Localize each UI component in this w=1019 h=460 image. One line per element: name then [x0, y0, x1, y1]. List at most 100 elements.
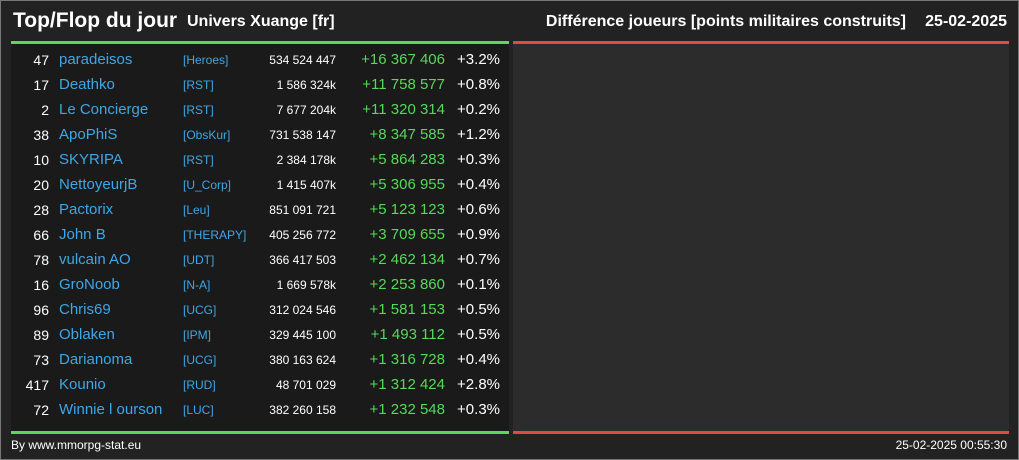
alliance-tag-link[interactable]: [LUC] [183, 403, 214, 417]
table-row: 417 Kounio [RUD] 48 701 029 +1 312 424 +2.8% [11, 373, 509, 398]
points-delta: +1 232 548 [369, 401, 446, 418]
table-row: 10 SKYRIPA [RST] 2 384 178k +5 864 283 +0.3% [11, 148, 509, 173]
alliance-tag-link[interactable]: [RST] [183, 103, 214, 117]
percent-change: +0.7% [457, 251, 500, 268]
player-points: 1 415 407k [276, 178, 336, 192]
player-name-link[interactable]: paradeisos [59, 51, 133, 68]
alliance-tag-link[interactable]: [U_Corp] [183, 178, 232, 192]
player-points: 2 384 178k [276, 153, 336, 167]
points-delta: +5 123 123 [369, 201, 446, 218]
metric-label: Différence joueurs [points militaires co… [545, 13, 906, 30]
table-row: 2 Le Concierge [RST] 7 677 204k +11 320 314 +… [11, 98, 509, 123]
alliance-tag-link[interactable]: [THERAPY] [183, 228, 247, 242]
alliance-tag-link[interactable]: [UCG] [183, 303, 217, 317]
percent-change: +0.3% [457, 151, 500, 168]
top-divider-green [11, 41, 509, 44]
top-list: 47 paradeisos [Heroes] 534 524 447 +16 367 4… [11, 44, 509, 431]
points-delta: +1 581 153 [369, 301, 446, 318]
percent-change: +1.2% [457, 126, 500, 143]
player-name-link[interactable]: vulcain AO [59, 251, 131, 268]
player-name-link[interactable]: Le Concierge [59, 101, 149, 118]
points-delta: +5 864 283 [369, 151, 446, 168]
percent-change: +0.6% [457, 201, 500, 218]
player-rank: 78 [33, 252, 49, 268]
alliance-tag-link[interactable]: [ObsKur] [183, 128, 231, 142]
player-name-link[interactable]: John B [59, 226, 106, 243]
player-name-link[interactable]: Deathko [59, 76, 115, 93]
points-delta: +2 253 860 [369, 276, 446, 293]
table-row: 66 John B [THERAPY] 405 256 772 +3 709 655 +0… [11, 223, 509, 248]
alliance-tag-link[interactable]: [UDT] [183, 253, 215, 267]
points-delta: +2 462 134 [369, 251, 446, 268]
points-delta: +5 306 955 [369, 176, 446, 193]
table-row: 96 Chris69 [UCG] 312 024 546 +1 581 153 +0.5% [11, 298, 509, 323]
alliance-tag-link[interactable]: [IPM] [183, 328, 212, 342]
player-points: 405 256 772 [269, 228, 336, 242]
alliance-tag-link[interactable]: [RST] [183, 153, 214, 167]
points-delta: +16 367 406 [361, 51, 445, 68]
bottom-divider-red [513, 431, 1009, 434]
alliance-tag-link[interactable]: [UCG] [183, 353, 217, 367]
player-points: 366 417 503 [269, 253, 336, 267]
player-name-link[interactable]: NettoyeurjB [59, 176, 138, 193]
alliance-tag-link[interactable]: [Leu] [183, 203, 210, 217]
percent-change: +0.8% [457, 76, 500, 93]
player-points: 48 701 029 [275, 378, 336, 392]
player-points: 534 524 447 [269, 53, 336, 67]
player-points: 731 538 147 [269, 128, 336, 142]
points-delta: +1 312 424 [369, 376, 446, 393]
points-delta: +11 320 314 [362, 101, 445, 118]
alliance-tag-link[interactable]: [RST] [183, 78, 214, 92]
percent-change: +0.4% [457, 351, 500, 368]
points-delta: +1 316 728 [369, 351, 446, 368]
player-points: 1 669 578k [276, 278, 336, 292]
table-row: 16 GroNoob [N-A] 1 669 578k +2 253 860 +0.1% [11, 273, 509, 298]
player-rank: 16 [33, 277, 49, 293]
percent-change: +0.9% [457, 226, 500, 243]
player-name-link[interactable]: Oblaken [59, 326, 115, 343]
player-rank: 10 [33, 152, 49, 168]
player-points: 851 091 721 [269, 203, 336, 217]
player-rank: 66 [33, 227, 49, 243]
points-delta: +3 709 655 [369, 226, 446, 243]
page-title: Top/Flop du jour [13, 9, 178, 32]
player-rank: 38 [33, 127, 49, 143]
player-points: 7 677 204k [276, 103, 336, 117]
player-name-link[interactable]: ApoPhiS [59, 126, 118, 143]
points-delta: +8 347 585 [369, 126, 446, 143]
player-points: 1 586 324k [276, 78, 336, 92]
universe-label: Univers Xuange [fr] [187, 13, 335, 30]
alliance-tag-link[interactable]: [N-A] [183, 278, 211, 292]
player-rank: 28 [33, 202, 49, 218]
player-name-link[interactable]: Pactorix [59, 201, 114, 218]
player-name-link[interactable]: GroNoob [59, 276, 120, 293]
player-name-link[interactable]: Darianoma [59, 351, 133, 368]
table-row: 73 Darianoma [UCG] 380 163 624 +1 316 728 +0.… [11, 348, 509, 373]
percent-change: +2.8% [457, 376, 500, 393]
table-row: 28 Pactorix [Leu] 851 091 721 +5 123 123 +0.6… [11, 198, 509, 223]
percent-change: +0.5% [457, 301, 500, 318]
percent-change: +3.2% [457, 51, 500, 68]
table-row: 78 vulcain AO [UDT] 366 417 503 +2 462 134 +0… [11, 248, 509, 273]
player-name-link[interactable]: Kounio [59, 376, 106, 393]
percent-change: +0.2% [457, 101, 500, 118]
table-row: 17 Deathko [RST] 1 586 324k +11 758 577 +0.8% [11, 73, 509, 98]
percent-change: +0.3% [457, 401, 500, 418]
bottom-divider-green [11, 431, 509, 434]
player-name-link[interactable]: SKYRIPA [59, 151, 123, 168]
points-delta: +1 493 112 [370, 326, 445, 343]
player-points: 380 163 624 [269, 353, 336, 367]
alliance-tag-link[interactable]: [RUD] [183, 378, 216, 392]
player-rank: 72 [33, 402, 49, 418]
player-name-link[interactable]: Chris69 [59, 301, 111, 318]
player-rank: 17 [33, 77, 49, 93]
alliance-tag-link[interactable]: [Heroes] [183, 53, 229, 67]
player-rank: 20 [33, 177, 49, 193]
player-name-link[interactable]: Winnie l ourson [59, 401, 163, 418]
table-row: 20 NettoyeurjB [U_Corp] 1 415 407k +5 306 95… [11, 173, 509, 198]
points-delta: +11 758 577 [362, 76, 445, 93]
table-row: 38 ApoPhiS [ObsKur] 731 538 147 +8 347 585 +1… [11, 123, 509, 148]
player-rank: 417 [25, 377, 49, 393]
player-rank: 2 [41, 102, 49, 118]
